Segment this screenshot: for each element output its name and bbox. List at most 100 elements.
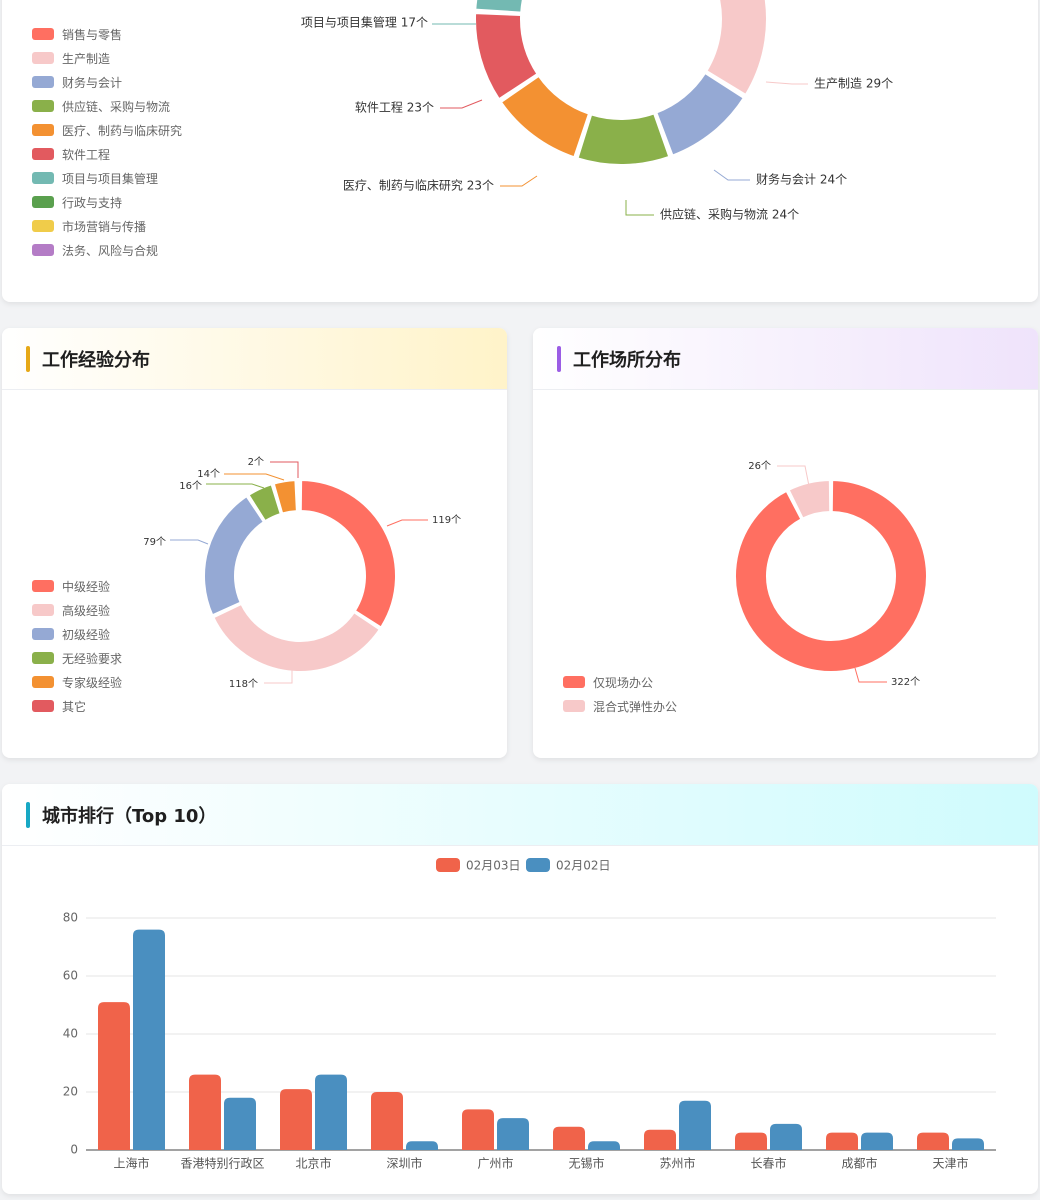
- label-leader-line: [500, 175, 538, 187]
- city-accent-bar: [26, 801, 30, 828]
- workplace-legend-item[interactable]: 混合式弹性办公: [563, 694, 677, 718]
- slice-label: 医疗、制药与临床研究 23个: [343, 178, 494, 193]
- donut-slice[interactable]: [499, 74, 590, 159]
- bar[interactable]: [371, 1092, 403, 1150]
- bar[interactable]: [497, 1118, 529, 1150]
- bar[interactable]: [224, 1097, 256, 1150]
- donut-slice[interactable]: [474, 12, 539, 101]
- legend-label: 法务、风险与合规: [62, 243, 159, 258]
- bar[interactable]: [861, 1132, 893, 1150]
- donut-slice[interactable]: [272, 479, 298, 515]
- industry-legend-item[interactable]: 医疗、制药与临床研究: [32, 118, 182, 142]
- slice-label: 2个: [248, 456, 264, 468]
- workplace-legend-item[interactable]: 仅现场办公: [563, 670, 677, 694]
- bar[interactable]: [770, 1123, 802, 1150]
- donut-slice[interactable]: [734, 479, 928, 673]
- industry-legend-item[interactable]: 行政与支持: [32, 190, 182, 214]
- experience-legend-item[interactable]: 初级经验: [32, 622, 122, 646]
- label-leader-line: [386, 519, 428, 527]
- workplace-donut: 322个 26个: [734, 460, 928, 688]
- slice-label: 财务与会计 24个: [756, 172, 847, 187]
- x-tick-label: 苏州市: [659, 1156, 695, 1171]
- experience-legend: 中级经验 高级经验 初级经验无经验要求专家级经验其它: [32, 574, 122, 718]
- label-leader-line: [170, 539, 209, 545]
- donut-slice[interactable]: [203, 495, 265, 617]
- donut-slice[interactable]: [212, 602, 381, 673]
- bar[interactable]: [952, 1138, 984, 1150]
- x-tick-label: 长春市: [750, 1156, 786, 1171]
- slice-label: 322个: [891, 676, 920, 688]
- bar[interactable]: [553, 1126, 585, 1150]
- experience-legend-item[interactable]: 无经验要求: [32, 646, 122, 670]
- bar[interactable]: [280, 1089, 312, 1150]
- slice-label: 118个: [229, 678, 258, 690]
- bar[interactable]: [917, 1132, 949, 1150]
- industry-legend-item[interactable]: 软件工程: [32, 142, 182, 166]
- label-leader-line: [625, 200, 654, 216]
- bar[interactable]: [98, 1002, 130, 1150]
- bar[interactable]: [406, 1141, 438, 1150]
- y-tick-label: 0: [70, 1143, 78, 1157]
- bar[interactable]: [189, 1074, 221, 1150]
- slice-label: 26个: [748, 460, 771, 472]
- experience-legend-item[interactable]: 其它: [32, 694, 122, 718]
- label-leader-line: [224, 473, 285, 481]
- workplace-header: 工作场所分布: [533, 328, 1038, 390]
- label-leader-line: [206, 483, 265, 489]
- x-tick-label: 成都市: [841, 1156, 877, 1171]
- x-tick-label: 北京市: [295, 1156, 331, 1171]
- experience-legend-item[interactable]: 专家级经验: [32, 670, 122, 694]
- label-leader-line: [270, 461, 299, 478]
- donut-slice[interactable]: [299, 479, 397, 629]
- slice-label: 14个: [197, 468, 220, 480]
- slice-label: 软件工程 23个: [355, 100, 434, 115]
- donut-slice[interactable]: [296, 479, 301, 513]
- legend-label: 专家级经验: [62, 675, 123, 690]
- bar[interactable]: [588, 1141, 620, 1150]
- donut-slice[interactable]: [655, 72, 745, 157]
- bar[interactable]: [462, 1109, 494, 1150]
- legend-swatch: [32, 676, 54, 688]
- legend-swatch: [32, 196, 54, 208]
- donut-slice[interactable]: [787, 479, 832, 520]
- donut-slice[interactable]: [576, 112, 671, 166]
- bar[interactable]: [679, 1100, 711, 1150]
- legend-label: 医疗、制药与临床研究: [62, 123, 183, 138]
- bar[interactable]: [735, 1132, 767, 1150]
- industry-legend-item[interactable]: 项目与项目集管理: [32, 166, 182, 190]
- slice-label: 119个: [432, 514, 461, 526]
- experience-legend-item[interactable]: 高级经验: [32, 598, 122, 622]
- industry-legend-item[interactable]: 财务与会计: [32, 70, 182, 94]
- donut-slice[interactable]: [247, 483, 282, 523]
- bar-legend-label[interactable]: 02月03日: [466, 859, 521, 873]
- y-tick-label: 20: [63, 1085, 78, 1099]
- bar[interactable]: [826, 1132, 858, 1150]
- x-tick-label: 广州市: [477, 1156, 513, 1171]
- industry-legend-item[interactable]: 市场营销与传播: [32, 214, 182, 238]
- bar-legend-swatch: [526, 858, 550, 872]
- legend-label: 其它: [62, 699, 87, 714]
- industry-legend-item[interactable]: 销售与零售: [32, 22, 182, 46]
- industry-legend-item[interactable]: 生产制造: [32, 46, 182, 70]
- label-leader-line: [765, 81, 808, 85]
- industry-legend-item[interactable]: 供应链、采购与物流: [32, 94, 182, 118]
- bar[interactable]: [315, 1074, 347, 1150]
- bar[interactable]: [644, 1129, 676, 1150]
- x-tick-label: 深圳市: [386, 1156, 422, 1171]
- legend-swatch: [32, 628, 54, 640]
- legend-swatch: [32, 52, 54, 64]
- label-leader-line: [854, 667, 887, 683]
- legend-label: 无经验要求: [62, 651, 123, 666]
- experience-legend-item[interactable]: 中级经验: [32, 574, 122, 598]
- slice-label: 供应链、采购与物流 24个: [660, 207, 799, 222]
- bar-legend-label[interactable]: 02月02日: [556, 859, 611, 873]
- experience-header: 工作经验分布: [2, 328, 507, 390]
- donut-slice[interactable]: [474, 0, 546, 14]
- city-bar-chart: 02月03日 02月02日 0 20 40 60 80 上海市 香港特别行政区 北京市 深圳市 广州市…: [63, 858, 996, 1171]
- donut-slice[interactable]: [705, 0, 768, 96]
- workplace-accent-bar: [557, 345, 561, 372]
- bar[interactable]: [133, 929, 165, 1150]
- legend-label: 软件工程: [62, 147, 111, 162]
- industry-legend-item[interactable]: 法务、风险与合规: [32, 238, 182, 262]
